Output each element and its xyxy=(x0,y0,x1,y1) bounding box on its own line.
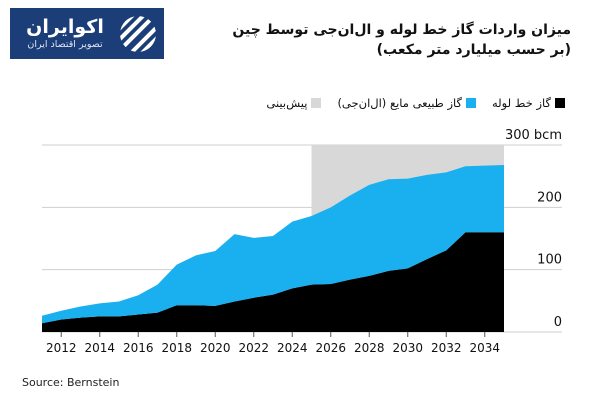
y-tick-label-300: 300 bcm xyxy=(505,128,562,143)
logo: اکوایران تصویر اقتصاد ایران xyxy=(10,8,164,59)
legend: گاز خط لوله گاز طبیعی مایع (ال‌ان‌جی) پی… xyxy=(266,96,565,110)
legend-label-forecast: پیش‌بینی xyxy=(266,96,308,110)
area-series xyxy=(42,164,504,332)
legend-item-lng: گاز طبیعی مایع (ال‌ان‌جی) xyxy=(337,96,477,110)
legend-swatch-forecast xyxy=(311,98,322,108)
y-tick-label-0: 0 xyxy=(554,315,562,330)
x-tick-label-2024: 2024 xyxy=(277,341,308,355)
title-line-2: (بر حسب میلیارد متر مکعب) xyxy=(376,42,571,58)
logo-name: اکوایران xyxy=(26,16,104,38)
x-tick-label-2030: 2030 xyxy=(392,341,423,355)
x-tick-label-2034: 2034 xyxy=(469,341,500,355)
legend-item-forecast: پیش‌بینی xyxy=(266,96,322,110)
chart-title: میزان واردات گاز خط لوله و ال‌ان‌جی توسط… xyxy=(232,20,571,60)
x-tick-label-2016: 2016 xyxy=(123,341,154,355)
series-area-pipeline xyxy=(42,232,504,332)
x-tick-label-2018: 2018 xyxy=(161,341,192,355)
x-tick-label-2022: 2022 xyxy=(238,341,269,355)
x-tick-label-2020: 2020 xyxy=(200,341,231,355)
legend-swatch-lng xyxy=(466,98,477,108)
x-tick-label-2028: 2028 xyxy=(354,341,385,355)
series-area-lng xyxy=(42,164,504,324)
y-tick-label-200: 200 xyxy=(537,190,562,205)
logo-tagline: تصویر اقتصاد ایران xyxy=(27,39,103,50)
source-note: Source: Bernstein xyxy=(22,376,120,389)
logo-text: اکوایران تصویر اقتصاد ایران xyxy=(18,16,112,51)
legend-label-pipeline: گاز خط لوله xyxy=(492,96,551,110)
x-tick-label-2032: 2032 xyxy=(431,341,462,355)
y-tick-label-100: 100 xyxy=(537,253,562,268)
legend-item-pipeline: گاز خط لوله xyxy=(492,96,565,110)
legend-swatch-pipeline xyxy=(555,98,565,108)
x-tick-label-2026: 2026 xyxy=(315,341,346,355)
title-line-1: میزان واردات گاز خط لوله و ال‌ان‌جی توسط… xyxy=(232,22,571,38)
legend-label-lng: گاز طبیعی مایع (ال‌ان‌جی) xyxy=(337,96,463,110)
y-axis: 0 100 200 300 bcm xyxy=(505,128,562,330)
x-tick-label-2014: 2014 xyxy=(84,341,115,355)
x-tick-label-2012: 2012 xyxy=(46,341,77,355)
stripes-icon xyxy=(120,15,156,52)
x-axis: 2012 2014 2016 2018 2020 2022 2024 2026 2028 2030… xyxy=(46,332,500,355)
